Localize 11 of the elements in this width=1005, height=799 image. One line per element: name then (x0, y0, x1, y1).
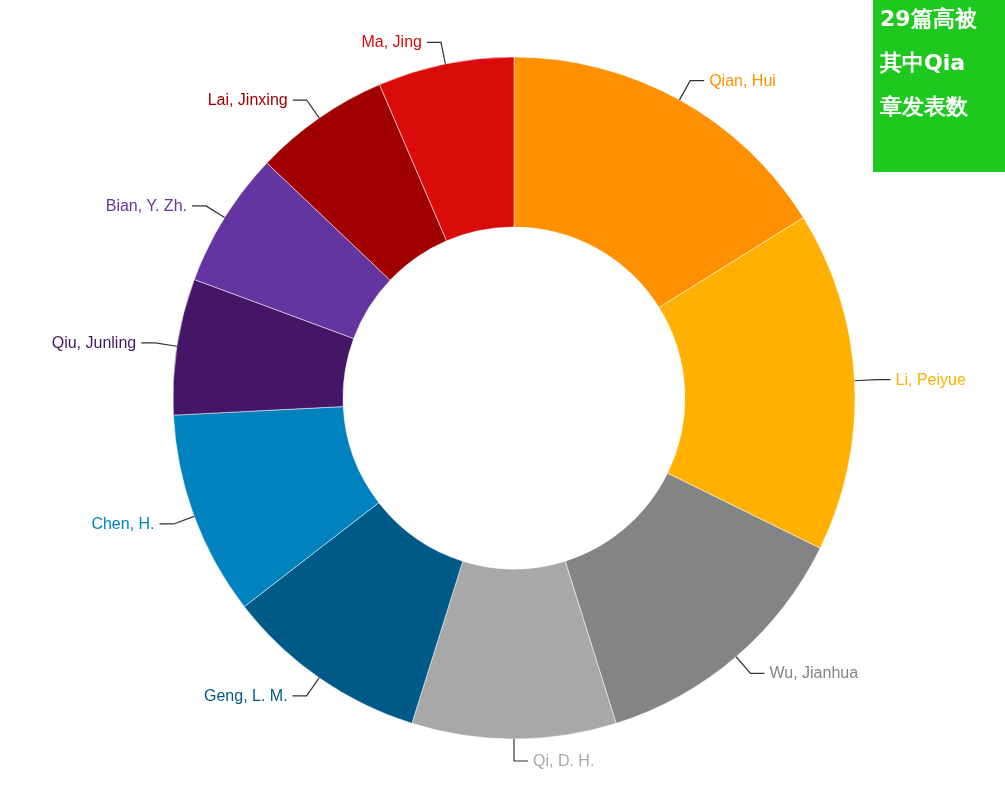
slice-label: Chen, H. (91, 514, 155, 532)
slice-label: Geng, L. M. (203, 686, 288, 704)
slice-label: Wu, Jianhua (769, 664, 859, 682)
slice-label: Ma, Jing (361, 33, 422, 51)
note-box: 29篇高被 其中Qia 章发表数 (873, 0, 1005, 172)
slice-label: Qi, D. H. (533, 752, 595, 769)
slice-label: Qiu, Junling (51, 333, 137, 351)
slice-label: Bian, Y. Zh. (105, 196, 187, 214)
slice-label: Lai, Jinxing (207, 91, 288, 109)
slice-label: Li, Peiyue (895, 370, 966, 388)
slice-label: Qian, Hui (709, 71, 776, 89)
